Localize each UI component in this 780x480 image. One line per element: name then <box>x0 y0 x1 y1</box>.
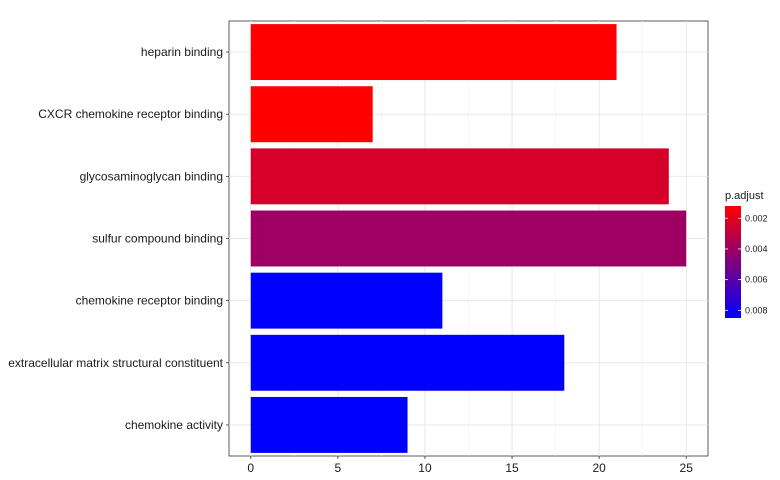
legend-tick-label: 0.008 <box>745 305 768 315</box>
y-tick-label: extracellular matrix structural constitu… <box>8 356 223 370</box>
legend-colorbar <box>725 206 741 318</box>
legend-title: p.adjust <box>725 190 764 202</box>
y-tick-label: chemokine receptor binding <box>76 294 223 308</box>
x-tick-label: 20 <box>592 461 606 475</box>
bar <box>250 86 373 143</box>
legend-tick-label: 0.004 <box>745 244 768 254</box>
y-tick-label: glycosaminoglycan binding <box>80 169 223 183</box>
x-tick-label: 15 <box>505 461 519 475</box>
y-tick-label: heparin binding <box>141 45 223 59</box>
x-tick-label: 0 <box>247 461 254 475</box>
bar <box>250 148 669 205</box>
legend-tick-label: 0.002 <box>745 213 768 223</box>
bar <box>250 210 687 267</box>
bar <box>250 24 617 81</box>
legend-tick-label: 0.006 <box>745 275 768 285</box>
x-axis: 0 5 10 15 20 25 <box>247 456 693 475</box>
y-axis: heparin binding CXCR chemokine receptor b… <box>8 45 229 432</box>
y-tick-label: CXCR chemokine receptor binding <box>38 107 223 121</box>
y-tick-label: chemokine activity <box>125 418 223 432</box>
bar <box>250 396 408 453</box>
bar <box>250 334 565 391</box>
x-tick-label: 5 <box>335 461 342 475</box>
y-tick-label: sulfur compound binding <box>92 232 223 246</box>
bar <box>250 272 443 329</box>
x-tick-label: 10 <box>418 461 432 475</box>
color-legend: p.adjust 0.002 0.004 0.006 0.008 <box>725 190 768 318</box>
x-tick-label: 25 <box>680 461 694 475</box>
bars <box>250 24 687 453</box>
